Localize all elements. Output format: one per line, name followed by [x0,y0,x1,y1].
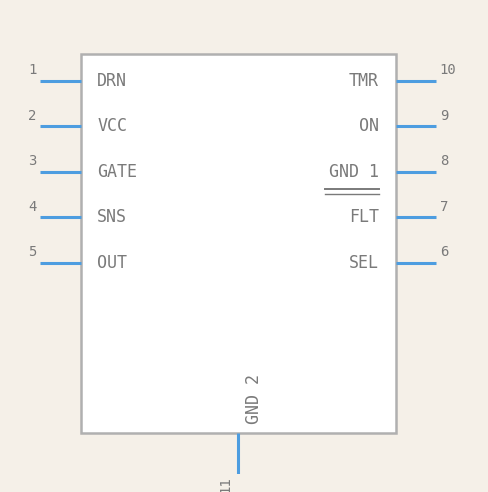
Bar [81,55,396,433]
Text: 6: 6 [440,245,448,259]
Text: 1: 1 [28,63,37,77]
Text: 3: 3 [28,154,37,168]
Text: SNS: SNS [97,209,127,226]
Text: ON: ON [359,118,379,135]
Text: VCC: VCC [97,118,127,135]
Text: 4: 4 [28,200,37,214]
Text: 5: 5 [28,245,37,259]
Text: OUT: OUT [97,254,127,272]
Text: 10: 10 [440,63,456,77]
Text: GATE: GATE [97,163,137,181]
Text: DRN: DRN [97,72,127,90]
Text: 8: 8 [440,154,448,168]
Text: FLT: FLT [349,209,379,226]
Text: SEL: SEL [349,254,379,272]
Text: 11: 11 [218,476,232,492]
Text: GND 2: GND 2 [245,374,263,424]
Text: GND 1: GND 1 [329,163,379,181]
Text: TMR: TMR [349,72,379,90]
Text: 7: 7 [440,200,448,214]
Text: 9: 9 [440,109,448,123]
Text: 2: 2 [28,109,37,123]
